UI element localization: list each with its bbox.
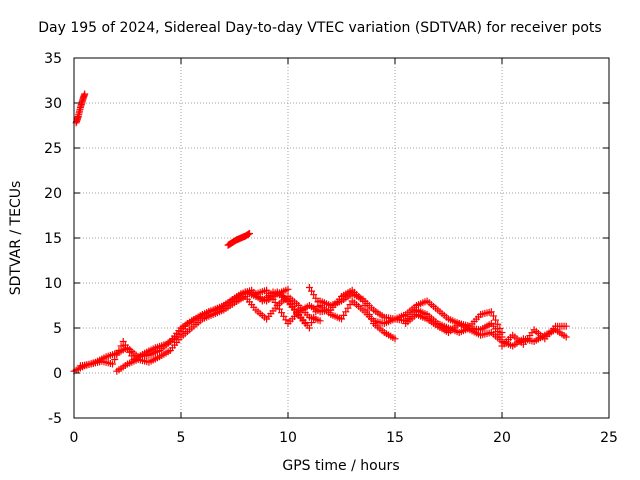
grid: [74, 58, 609, 418]
data-points: [70, 90, 570, 375]
data-point: [273, 302, 281, 309]
data-point-interp: [111, 356, 119, 363]
data-point-interp: [128, 352, 136, 360]
x-tick-label: 15: [386, 430, 404, 446]
x-tick-label: 20: [493, 430, 511, 446]
data-point: [391, 335, 399, 343]
data-point-interp: [282, 316, 290, 324]
data-point-interp: [340, 311, 348, 319]
data-point-interp: [124, 345, 131, 353]
data-point-interp: [492, 316, 500, 324]
data-point-interp: [113, 351, 121, 359]
y-tick-label: 5: [53, 321, 62, 337]
data-point-interp: [275, 305, 283, 313]
y-tick-label: -5: [48, 411, 62, 427]
chart-title: Day 195 of 2024, Sidereal Day-to-day VTE…: [38, 20, 601, 36]
y-tick-label: 30: [44, 96, 62, 112]
data-point-interp: [126, 348, 134, 356]
data-point: [338, 315, 345, 323]
data-point: [81, 90, 89, 98]
data-point: [562, 322, 570, 330]
data-point-interp: [310, 313, 318, 321]
y-tick-label: 20: [44, 186, 62, 202]
data-point: [119, 338, 127, 345]
data-point-interp: [310, 291, 318, 299]
data-point-interp: [489, 312, 497, 320]
data-point-interp: [308, 287, 316, 295]
data-point-interp: [308, 319, 316, 327]
series-segment-early-high: [72, 90, 89, 127]
data-point: [562, 333, 570, 341]
y-tick-label: 0: [53, 366, 62, 382]
data-point: [245, 230, 253, 237]
data-point-interp: [494, 320, 502, 328]
data-point-interp: [312, 294, 320, 302]
y-tick-labels: -5 0 5 10 15 20 25 30 35: [44, 51, 62, 427]
y-tick-label: 15: [44, 231, 62, 247]
x-tick-labels: 0 5 10 15 20 25: [70, 430, 618, 446]
data-point-interp: [117, 342, 125, 350]
x-axis-label: GPS time / hours: [282, 458, 399, 474]
data-point: [305, 284, 313, 291]
data-point-interp: [121, 341, 129, 349]
x-tick-label: 0: [70, 430, 79, 446]
data-point: [284, 285, 292, 293]
data-point-interp: [312, 308, 320, 316]
data-point-interp: [280, 312, 288, 320]
data-point-interp: [342, 308, 350, 316]
x-tick-label: 10: [279, 430, 297, 446]
y-tick-label: 10: [44, 276, 62, 292]
data-point: [316, 317, 324, 325]
tick-marks: [73, 57, 610, 419]
series-track-8: [498, 322, 570, 350]
data-point: [109, 360, 117, 368]
data-point: [305, 324, 313, 332]
y-tick-label: 25: [44, 141, 62, 157]
data-point: [487, 308, 495, 316]
data-point-interp: [344, 304, 352, 312]
y-axis-label: SDTVAR / TECUs: [8, 181, 24, 296]
data-point-interp: [115, 347, 123, 354]
y-tick-label: 35: [44, 51, 62, 67]
data-point-interp: [346, 301, 354, 309]
x-tick-label: 5: [177, 430, 186, 446]
data-point-interp: [278, 309, 286, 317]
data-point-interp: [314, 298, 322, 306]
series-track-7: [402, 311, 570, 350]
x-tick-label: 25: [600, 430, 618, 446]
series-segment-mid-high: [224, 230, 253, 249]
